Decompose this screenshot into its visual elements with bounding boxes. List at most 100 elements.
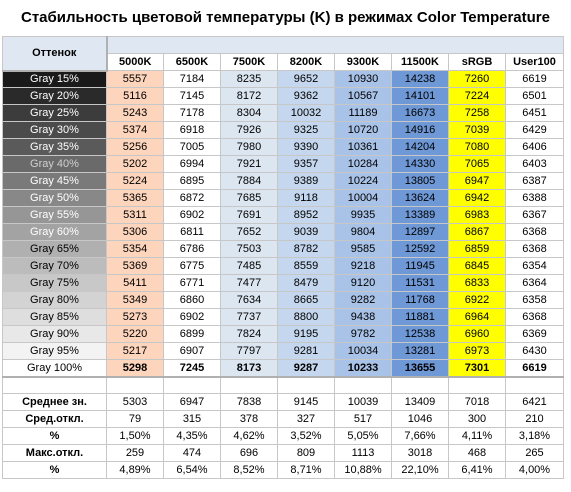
value-cell: 5365 (106, 189, 164, 207)
value-cell: 5306 (106, 223, 164, 241)
spacer-cell (448, 376, 506, 394)
value-cell: 5349 (106, 291, 164, 309)
value-cell: 6403 (505, 155, 564, 173)
summary-cell: 210 (505, 410, 564, 428)
value-cell: 14238 (391, 70, 449, 88)
summary-cell: 3018 (391, 444, 449, 462)
value-cell: 6451 (505, 104, 564, 122)
gray-level-label: Gray 75% (2, 274, 107, 292)
summary-cell: 327 (277, 410, 335, 428)
table-row: Gray 35% 5256 7005 7980 9390 10361 14204 7080 64… (2, 138, 564, 156)
summary-cell: 809 (277, 444, 335, 462)
summary-cell: 7,66% (391, 427, 449, 445)
gray-level-label: Gray 25% (2, 104, 107, 122)
value-cell: 7178 (163, 104, 221, 122)
value-cell: 6406 (505, 138, 564, 156)
value-cell: 8173 (220, 359, 278, 378)
table-row: Gray 65% 5354 6786 7503 8782 9585 12592 6859 636… (2, 240, 564, 258)
value-cell: 7503 (220, 240, 278, 258)
value-cell: 9935 (334, 206, 392, 224)
value-cell: 6354 (505, 257, 564, 275)
summary-cell: 378 (220, 410, 278, 428)
value-cell: 6364 (505, 274, 564, 292)
value-cell: 16673 (391, 104, 449, 122)
value-cell: 14204 (391, 138, 449, 156)
summary-cell: 300 (448, 410, 506, 428)
gray-level-label: Gray 15% (2, 70, 107, 88)
value-cell: 11768 (391, 291, 449, 309)
value-cell: 13389 (391, 206, 449, 224)
value-cell: 12592 (391, 240, 449, 258)
value-cell: 9039 (277, 223, 335, 241)
table-row: Gray 55% 5311 6902 7691 8952 9935 13389 6983 636… (2, 206, 564, 224)
summary-cell: 6947 (163, 393, 221, 411)
value-cell: 6859 (448, 240, 506, 258)
summary-cell: 1,50% (106, 427, 164, 445)
value-cell: 6358 (505, 291, 564, 309)
value-cell: 7301 (448, 359, 506, 378)
value-cell: 6947 (448, 172, 506, 190)
summary-row: Сред.откл. 79 315 378 327 517 1046 300 210 (2, 410, 564, 428)
value-cell: 14101 (391, 87, 449, 105)
column-header: sRGB (448, 53, 506, 71)
value-cell: 14330 (391, 155, 449, 173)
value-cell: 6860 (163, 291, 221, 309)
value-cell: 6942 (448, 189, 506, 207)
value-cell: 6872 (163, 189, 221, 207)
value-cell: 6895 (163, 172, 221, 190)
summary-cell: 259 (106, 444, 164, 462)
summary-cell: 517 (334, 410, 392, 428)
table-row: Gray 20% 5116 7145 8172 9362 10567 14101 7224 65… (2, 87, 564, 105)
value-cell: 7797 (220, 342, 278, 360)
value-cell: 9357 (277, 155, 335, 173)
value-cell: 8559 (277, 257, 335, 275)
value-cell: 6501 (505, 87, 564, 105)
summary-label: % (2, 427, 107, 445)
value-cell: 11189 (334, 104, 392, 122)
header-top-row: Оттенок (2, 36, 564, 72)
spacer-cell (277, 376, 335, 394)
value-cell: 6811 (163, 223, 221, 241)
summary-cell: 13409 (391, 393, 449, 411)
summary-cell: 3,18% (505, 427, 564, 445)
value-cell: 6983 (448, 206, 506, 224)
column-header-row: 5000K 6500K 7500K 8200K 9300K 11500K sRGB User1… (3, 53, 564, 71)
value-cell: 6771 (163, 274, 221, 292)
value-cell: 9362 (277, 87, 335, 105)
value-cell: 6902 (163, 308, 221, 326)
value-cell: 7824 (220, 325, 278, 343)
spacer-row (2, 376, 564, 394)
value-cell: 10004 (334, 189, 392, 207)
value-cell: 8800 (277, 308, 335, 326)
table-row: Gray 30% 5374 6918 7926 9325 10720 14916 7039 64… (2, 121, 564, 139)
summary-label: % (2, 461, 107, 479)
value-cell: 6429 (505, 121, 564, 139)
value-cell: 9325 (277, 121, 335, 139)
gray-level-label: Gray 90% (2, 325, 107, 343)
value-cell: 7145 (163, 87, 221, 105)
value-cell: 5369 (106, 257, 164, 275)
summary-cell: 696 (220, 444, 278, 462)
value-cell: 6899 (163, 325, 221, 343)
column-header: 5000K (106, 53, 164, 71)
summary-cell: 10,88% (334, 461, 392, 479)
column-header: 11500K (391, 53, 449, 71)
value-cell: 6388 (505, 189, 564, 207)
spacer-cell (334, 376, 392, 394)
value-cell: 9585 (334, 240, 392, 258)
summary-cell: 22,10% (391, 461, 449, 479)
summary-cell: 4,00% (505, 461, 564, 479)
summary-cell: 10039 (334, 393, 392, 411)
summary-cell: 7838 (220, 393, 278, 411)
summary-label: Сред.откл. (2, 410, 107, 428)
summary-row: % 4,89% 6,54% 8,52% 8,71% 10,88% 22,10% 6,41% 4,… (2, 461, 564, 479)
gray-level-label: Gray 65% (2, 240, 107, 258)
value-cell: 9782 (334, 325, 392, 343)
table-row: Gray 60% 5306 6811 7652 9039 9804 12897 6867 636… (2, 223, 564, 241)
summary-cell: 8,71% (277, 461, 335, 479)
column-header: 9300K (334, 53, 392, 71)
summary-cell: 315 (163, 410, 221, 428)
value-cell: 7691 (220, 206, 278, 224)
value-cell: 10930 (334, 70, 392, 88)
table-row: Gray 70% 5369 6775 7485 8559 9218 11945 6845 635… (2, 257, 564, 275)
